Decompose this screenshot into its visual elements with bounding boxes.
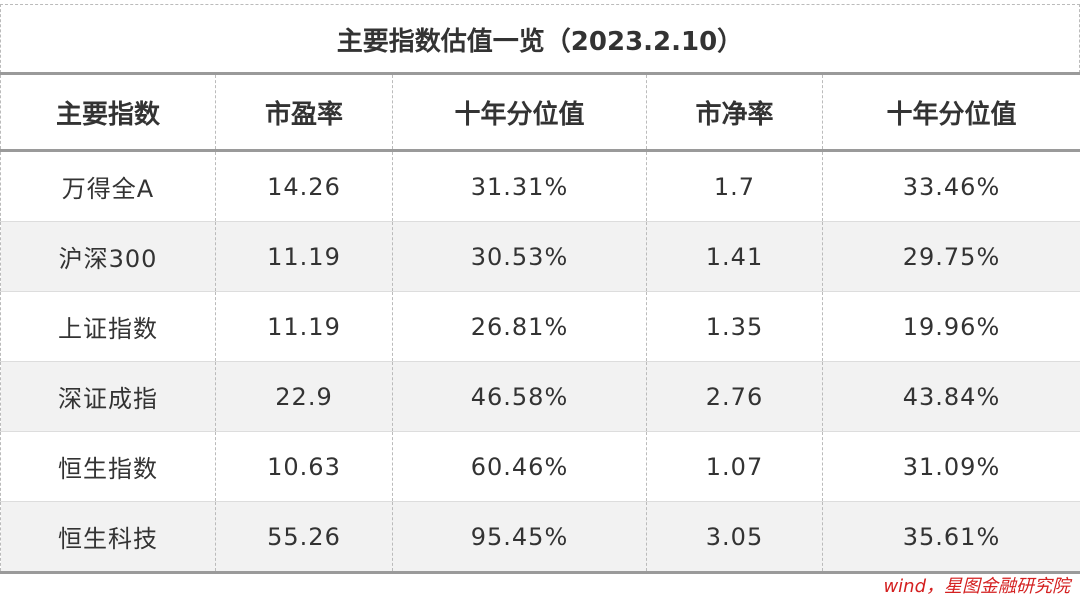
table-cell: 46.58%	[392, 361, 647, 432]
header-cell: 十年分位值	[392, 72, 647, 152]
table-cell: 26.81%	[392, 291, 647, 362]
index-name: 深证成指	[0, 361, 216, 432]
table-cell: 19.96%	[822, 291, 1080, 362]
table-cell: 22.9	[215, 361, 393, 432]
table-cell: 31.09%	[822, 431, 1080, 502]
table-cell: 95.45%	[392, 501, 647, 574]
table-row: 恒生指数 10.63 60.46% 1.07 31.09%	[0, 431, 1080, 502]
table-cell: 3.05	[646, 501, 823, 574]
index-name: 恒生指数	[0, 431, 216, 502]
table-row: 深证成指 22.9 46.58% 2.76 43.84%	[0, 361, 1080, 432]
index-name: 万得全A	[0, 150, 216, 222]
table-cell: 2.76	[646, 361, 823, 432]
table-cell: 1.7	[646, 150, 823, 222]
table-cell: 1.41	[646, 221, 823, 292]
index-name: 上证指数	[0, 291, 216, 362]
table-row: 万得全A 14.26 31.31% 1.7 33.46%	[0, 150, 1080, 222]
table-cell: 1.35	[646, 291, 823, 362]
table-cell: 1.07	[646, 431, 823, 502]
table-cell: 29.75%	[822, 221, 1080, 292]
table-cell: 55.26	[215, 501, 393, 574]
table: 主要指数 市盈率 十年分位值 市净率 十年分位值 万得全A 14.26 31.31% 1.7 3…	[0, 72, 1080, 574]
table-title: 主要指数估值一览（2023.2.10）	[0, 4, 1080, 73]
header-cell: 十年分位值	[822, 72, 1080, 152]
header-cell: 市盈率	[215, 72, 393, 152]
table-cell: 60.46%	[392, 431, 647, 502]
table-cell: 31.31%	[392, 150, 647, 222]
header-cell: 市净率	[646, 72, 823, 152]
table-cell: 10.63	[215, 431, 393, 502]
table-cell: 11.19	[215, 221, 393, 292]
index-name: 恒生科技	[0, 501, 216, 574]
index-name: 沪深300	[0, 221, 216, 292]
table-cell: 11.19	[215, 291, 393, 362]
table-row: 恒生科技 55.26 95.45% 3.05 35.61%	[0, 501, 1080, 574]
table-row: 沪深300 11.19 30.53% 1.41 29.75%	[0, 221, 1080, 292]
table-cell: 43.84%	[822, 361, 1080, 432]
source-note: wind，星图金融研究院	[883, 576, 1070, 597]
table-cell: 33.46%	[822, 150, 1080, 222]
table-cell: 14.26	[215, 150, 393, 222]
table-row: 上证指数 11.19 26.81% 1.35 19.96%	[0, 291, 1080, 362]
table-cell: 35.61%	[822, 501, 1080, 574]
header-cell: 主要指数	[0, 72, 216, 152]
table-cell: 30.53%	[392, 221, 647, 292]
header-row: 主要指数 市盈率 十年分位值 市净率 十年分位值	[0, 72, 1080, 152]
